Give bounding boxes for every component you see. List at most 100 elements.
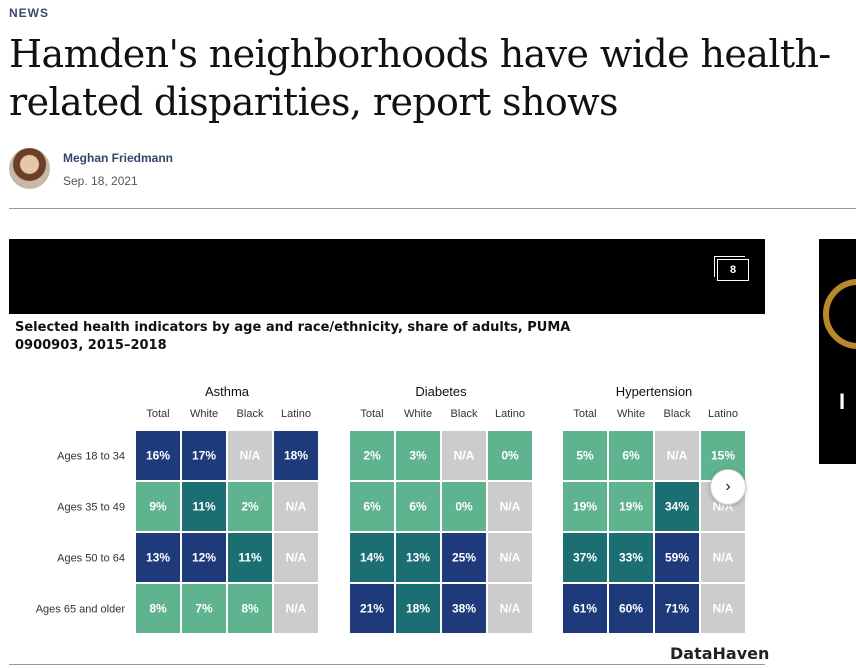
author-link[interactable]: Meghan Friedmann <box>63 151 174 165</box>
cell-label: 37% <box>573 551 597 565</box>
cell-label: 6% <box>363 500 381 514</box>
cell-label: 34% <box>665 500 689 514</box>
cell-label: 16% <box>146 449 170 463</box>
cell-label: 7% <box>195 602 213 616</box>
cell-label: 2% <box>363 449 381 463</box>
section-link-news[interactable]: NEWS <box>9 6 49 20</box>
cell-label: 12% <box>192 551 216 565</box>
heatmap-cell <box>228 482 272 531</box>
cell-label: N/A <box>713 551 734 565</box>
row-label: Ages 18 to 34 <box>57 451 125 463</box>
heatmap-cell <box>442 431 486 480</box>
cell-label: 0% <box>501 449 519 463</box>
gallery-next-button[interactable]: › <box>710 469 746 505</box>
column-header: White <box>190 408 218 420</box>
panel-title: Asthma <box>205 384 250 399</box>
heatmap-cell <box>701 533 745 582</box>
column-header: Total <box>146 408 169 420</box>
cell-label: 38% <box>452 602 476 616</box>
heatmap-cell <box>609 482 653 531</box>
heatmap-cell <box>228 533 272 582</box>
column-header: Black <box>237 408 264 420</box>
heatmap-cell <box>228 584 272 633</box>
column-header: Black <box>664 408 691 420</box>
heatmap-cell <box>442 533 486 582</box>
cell-label: 19% <box>573 500 597 514</box>
author-avatar[interactable] <box>9 148 50 189</box>
cell-label: 60% <box>619 602 643 616</box>
heatmap-cell <box>274 431 318 480</box>
heatmap-cell <box>136 431 180 480</box>
column-header: Latino <box>281 408 311 420</box>
heatmap-cell <box>609 431 653 480</box>
cell-label: N/A <box>500 551 521 565</box>
column-header: White <box>617 408 645 420</box>
cell-label: 11% <box>238 551 262 565</box>
heatmap-cell <box>274 584 318 633</box>
column-header: Total <box>360 408 383 420</box>
byline: Meghan Friedmann Sep. 18, 2021 <box>9 148 409 190</box>
heatmap-cell <box>609 584 653 633</box>
photo-gallery: 8 Ages 18 to 34 Ages 35 to 49 Ages 50 to 6… <box>9 239 765 669</box>
heatmap-cell <box>396 584 440 633</box>
panel-title: Diabetes <box>415 384 467 399</box>
cell-label: 25% <box>452 551 476 565</box>
heatmap-cell <box>274 533 318 582</box>
cell-label: N/A <box>286 551 307 565</box>
heatmap-cell <box>396 431 440 480</box>
photo-count-badge[interactable]: 8 <box>714 256 749 281</box>
heatmap-cell <box>488 482 532 531</box>
heatmap-cell <box>701 584 745 633</box>
heatmap-cell <box>350 482 394 531</box>
ad-letter: I <box>839 389 846 414</box>
heatmap-cell <box>350 431 394 480</box>
cell-label: N/A <box>667 449 688 463</box>
byline-divider <box>9 208 856 209</box>
cell-label: N/A <box>286 602 307 616</box>
heatmap-cell <box>488 584 532 633</box>
row-label: Ages 65 and older <box>36 604 126 616</box>
column-header: White <box>404 408 432 420</box>
heatmap-cell <box>655 533 699 582</box>
cell-label: 3% <box>409 449 427 463</box>
heatmap-cell <box>396 533 440 582</box>
cell-label: N/A <box>454 449 475 463</box>
cell-label: 0% <box>455 500 473 514</box>
cell-label: N/A <box>713 602 734 616</box>
heatmap-cell <box>136 533 180 582</box>
heatmap-cell <box>396 482 440 531</box>
cell-label: N/A <box>240 449 261 463</box>
side-ad[interactable]: I <box>819 239 856 464</box>
cell-label: 6% <box>409 500 427 514</box>
heatmap-cell <box>274 482 318 531</box>
row-label: Ages 50 to 64 <box>57 553 125 565</box>
datahaven-logo: DataHaven <box>670 644 770 663</box>
cell-label: 8% <box>241 602 259 616</box>
heatmap-chart: Ages 18 to 34 Ages 35 to 49 Ages 50 to 64 A… <box>36 384 745 633</box>
publish-date: Sep. 18, 2021 <box>63 174 138 188</box>
column-header: Latino <box>708 408 738 420</box>
heatmap-cell <box>182 482 226 531</box>
heatmap-cell <box>182 533 226 582</box>
cell-label: 61% <box>573 602 597 616</box>
heatmap-cell <box>655 431 699 480</box>
article-headline: Hamden's neighborhoods have wide health-… <box>9 32 831 124</box>
cell-label: 6% <box>622 449 640 463</box>
chart-image: Ages 18 to 34 Ages 35 to 49 Ages 50 to 64 A… <box>9 314 765 669</box>
heatmap-cell <box>655 482 699 531</box>
cell-label: 33% <box>619 551 643 565</box>
ad-ring-graphic <box>823 279 856 349</box>
heatmap-cell <box>350 533 394 582</box>
cell-label: N/A <box>286 500 307 514</box>
heatmap-cell <box>563 533 607 582</box>
row-label: Ages 35 to 49 <box>57 502 125 514</box>
column-header: Black <box>451 408 478 420</box>
heatmap-cell <box>488 533 532 582</box>
cell-label: 9% <box>149 500 167 514</box>
heatmap-cell <box>228 431 272 480</box>
cell-label: 17% <box>192 449 216 463</box>
heatmap-cell <box>609 533 653 582</box>
heatmap-cell <box>182 584 226 633</box>
heatmap-cell <box>350 584 394 633</box>
panel-title: Hypertension <box>616 384 693 399</box>
